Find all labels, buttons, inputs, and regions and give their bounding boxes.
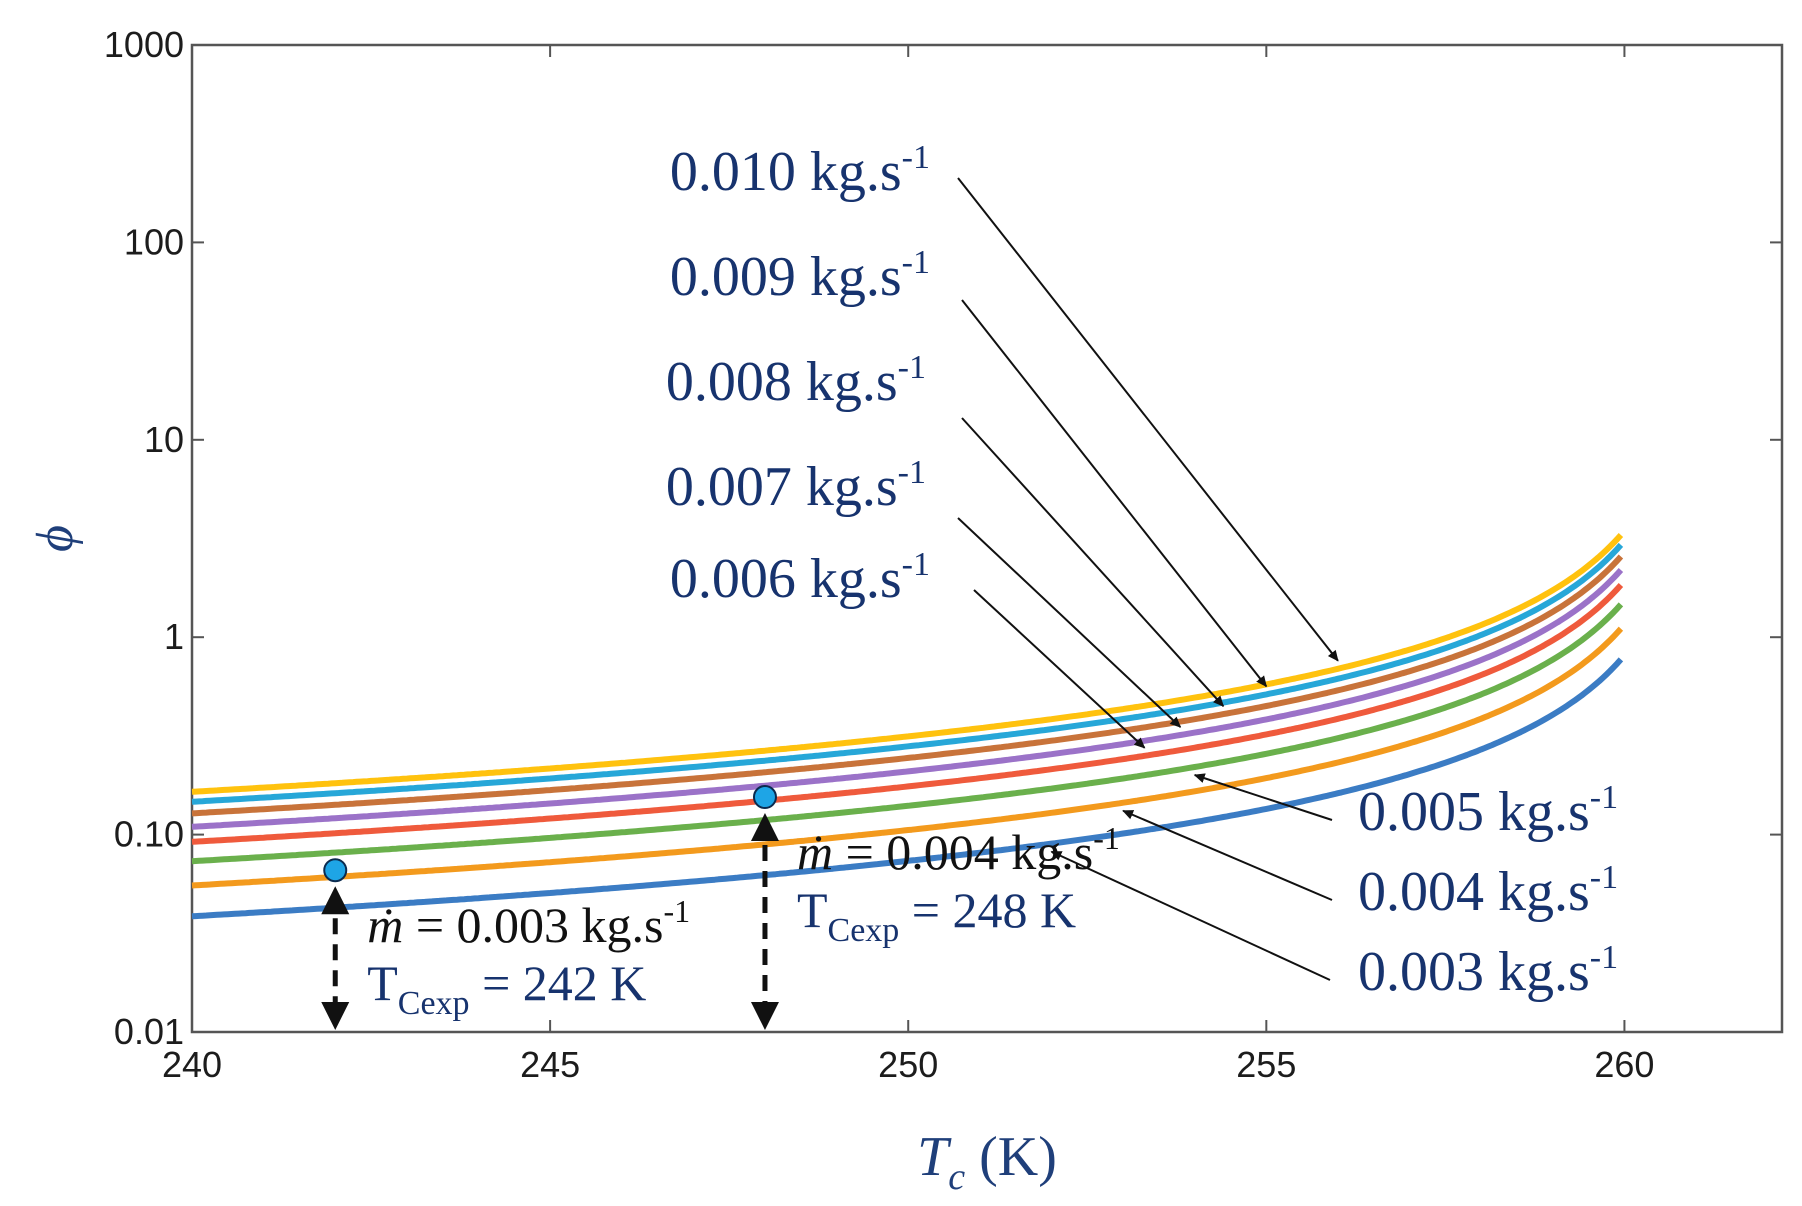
tcexp-sub: Cexp xyxy=(828,912,900,949)
series-label-exp: -1 xyxy=(898,349,926,386)
exp-temperature-label: TCexp = 242 K xyxy=(367,955,646,1022)
series-label: 0.003 kg.s-1 xyxy=(1358,939,1618,1003)
series-line xyxy=(191,582,1624,845)
series-label: 0.004 kg.s-1 xyxy=(1358,859,1618,923)
series-label-exp: -1 xyxy=(1590,939,1618,976)
experimental-point xyxy=(752,785,777,810)
series-label-arrow xyxy=(1122,809,1333,901)
series-label-value: 0.006 kg.s xyxy=(670,548,902,610)
exp-arrow-up xyxy=(321,886,350,915)
mdot-symbol: ṁ xyxy=(797,824,833,880)
y-tick-label: 1000 xyxy=(104,24,184,65)
series-line xyxy=(191,626,1624,889)
series-label-arrow xyxy=(961,417,1225,707)
series-curves xyxy=(191,532,1624,920)
series-label: 0.005 kg.s-1 xyxy=(1358,779,1618,843)
y-tick-label: 0.10 xyxy=(114,814,184,855)
series-line xyxy=(191,567,1624,830)
exp-mdot-label: ṁ = 0.004 kg.s-1 xyxy=(797,820,1120,880)
series-label-arrow xyxy=(1193,773,1333,821)
series-label-exp: -1 xyxy=(902,139,930,176)
series-label-value: 0.004 kg.s xyxy=(1358,861,1590,923)
tcexp-main: T xyxy=(797,882,828,938)
series-line xyxy=(191,532,1624,795)
x-axis-label-unit: (K) xyxy=(965,1126,1057,1188)
plot-area xyxy=(190,43,1784,1034)
x-tick-label: 255 xyxy=(1236,1044,1296,1085)
y-tick-label: 10 xyxy=(144,419,184,460)
experimental-point xyxy=(323,858,348,883)
y-tick-label: 100 xyxy=(124,221,184,262)
x-tick-label: 260 xyxy=(1594,1044,1654,1085)
series-label-exp: -1 xyxy=(902,546,930,583)
exp-arrow-down xyxy=(321,1002,350,1030)
series-labels: 0.010 kg.s-10.009 kg.s-10.008 kg.s-10.00… xyxy=(666,139,1618,1003)
tcexp-sub: Cexp xyxy=(398,985,470,1022)
mdot-exp: -1 xyxy=(664,893,691,929)
mdot-value: = 0.004 kg.s xyxy=(833,824,1093,880)
x-axis-label-main: T xyxy=(917,1126,952,1188)
series-label-arrow xyxy=(961,299,1268,688)
series-label-value: 0.003 kg.s xyxy=(1358,941,1590,1003)
series-label-value: 0.007 kg.s xyxy=(666,456,898,518)
series-label-arrow xyxy=(1050,850,1331,981)
series-label-arrow xyxy=(973,589,1146,749)
y-axis-label: ϕ xyxy=(27,525,84,552)
series-label-value: 0.005 kg.s xyxy=(1358,781,1590,843)
series-line xyxy=(191,602,1624,865)
x-axis-label: Tc (K) xyxy=(917,1126,1057,1198)
series-label: 0.009 kg.s-1 xyxy=(670,244,930,308)
y-tick-label: 0.01 xyxy=(114,1011,184,1052)
series-label-arrow xyxy=(957,177,1339,662)
axis-ticks: 240 245 250 255 260 0.01 0.10 1 10 100 1000 xyxy=(104,24,1782,1085)
mdot-exp: -1 xyxy=(1093,820,1120,856)
exp-mdot-label: ṁ = 0.003 kg.s-1 xyxy=(367,893,690,953)
tcexp-main: T xyxy=(367,955,398,1011)
series-label-value: 0.009 kg.s xyxy=(670,246,902,308)
series-label: 0.006 kg.s-1 xyxy=(670,546,930,610)
exp-arrow-down xyxy=(750,1002,779,1030)
mdot-value: = 0.003 kg.s xyxy=(403,897,663,953)
series-line xyxy=(191,657,1624,920)
mdot-symbol: ṁ xyxy=(367,897,403,953)
series-label-exp: -1 xyxy=(902,244,930,281)
y-tick-label: 1 xyxy=(164,616,184,657)
x-tick-label: 240 xyxy=(162,1044,222,1085)
tcexp-value: = 242 K xyxy=(470,955,647,1011)
series-label-arrow xyxy=(957,517,1182,728)
plot-border xyxy=(190,43,1784,1034)
series-label-exp: -1 xyxy=(1590,779,1618,816)
series-label-value: 0.008 kg.s xyxy=(666,351,898,413)
series-line xyxy=(191,554,1624,817)
series-label-exp: -1 xyxy=(1590,859,1618,896)
exp-arrow-up xyxy=(750,813,779,842)
series-label-exp: -1 xyxy=(898,454,926,491)
series-label-value: 0.010 kg.s xyxy=(670,141,902,203)
series-line xyxy=(191,542,1624,805)
x-tick-label: 245 xyxy=(520,1044,580,1085)
series-label: 0.007 kg.s-1 xyxy=(666,454,926,518)
series-label: 0.008 kg.s-1 xyxy=(666,349,926,413)
x-tick-label: 250 xyxy=(878,1044,938,1085)
exp-temperature-label: TCexp = 248 K xyxy=(797,882,1076,949)
series-label: 0.010 kg.s-1 xyxy=(670,139,930,203)
tcexp-value: = 248 K xyxy=(899,882,1076,938)
x-axis-label-sub: c xyxy=(948,1156,965,1198)
